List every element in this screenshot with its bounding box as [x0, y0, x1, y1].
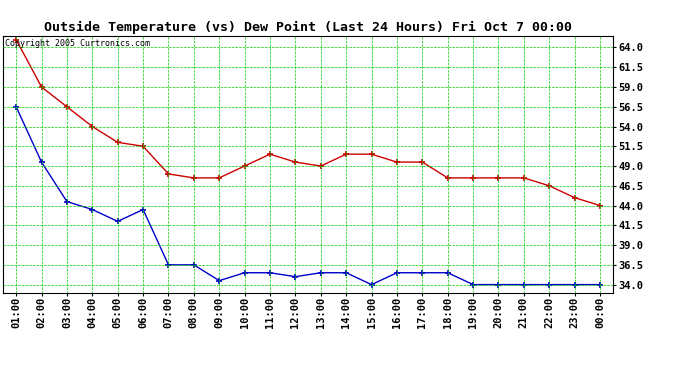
Title: Outside Temperature (vs) Dew Point (Last 24 Hours) Fri Oct 7 00:00: Outside Temperature (vs) Dew Point (Last…	[44, 21, 572, 34]
Text: Copyright 2005 Curtronics.com: Copyright 2005 Curtronics.com	[5, 39, 150, 48]
